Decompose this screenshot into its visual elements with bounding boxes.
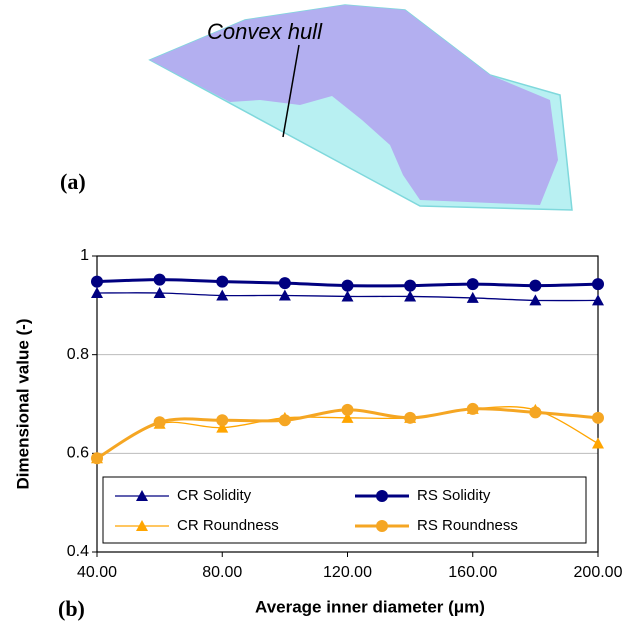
marker: [592, 278, 604, 290]
marker: [279, 277, 291, 289]
page: Convex hull (a) (b) Average inner diamet…: [0, 0, 639, 633]
y-tick-label: 0.8: [67, 346, 89, 363]
marker: [404, 280, 416, 292]
x-tick-label: 160.00: [448, 564, 497, 581]
marker: [592, 437, 604, 448]
legend-marker: [376, 490, 388, 502]
legend-label: CR Roundness: [177, 517, 279, 534]
marker: [529, 280, 541, 292]
marker: [216, 414, 228, 426]
panel-a: Convex hull (a): [60, 5, 572, 210]
marker: [342, 404, 354, 416]
y-tick-label: 0.4: [67, 543, 89, 560]
legend-label: RS Solidity: [417, 487, 491, 504]
panel-b: (b) Average inner diameter (μm) Dimensio…: [13, 247, 622, 621]
marker: [342, 280, 354, 292]
marker: [467, 278, 479, 290]
legend-label: RS Roundness: [417, 517, 518, 534]
y-tick-label: 0.6: [67, 445, 89, 462]
legend-label: CR Solidity: [177, 487, 252, 504]
legend-marker: [376, 520, 388, 532]
x-tick-label: 80.00: [202, 564, 242, 581]
panel-label: (b): [58, 596, 85, 621]
x-tick-label: 40.00: [77, 564, 117, 581]
x-tick-label: 200.00: [574, 564, 623, 581]
marker: [91, 452, 103, 464]
y-tick-label: 1: [80, 247, 89, 264]
y-axis-title: Dimensional value (-): [13, 319, 32, 490]
marker: [467, 403, 479, 415]
figure: Convex hull (a) (b) Average inner diamet…: [0, 0, 639, 628]
marker: [279, 414, 291, 426]
marker: [91, 276, 103, 288]
x-tick-label: 120.00: [323, 564, 372, 581]
annotation: Convex hull: [207, 19, 323, 44]
marker: [216, 276, 228, 288]
marker: [154, 416, 166, 428]
panel-label: (a): [60, 169, 86, 194]
x-axis-title: Average inner diameter (μm): [255, 597, 485, 616]
marker: [592, 412, 604, 424]
marker: [404, 412, 416, 424]
marker: [154, 274, 166, 286]
marker: [529, 406, 541, 418]
